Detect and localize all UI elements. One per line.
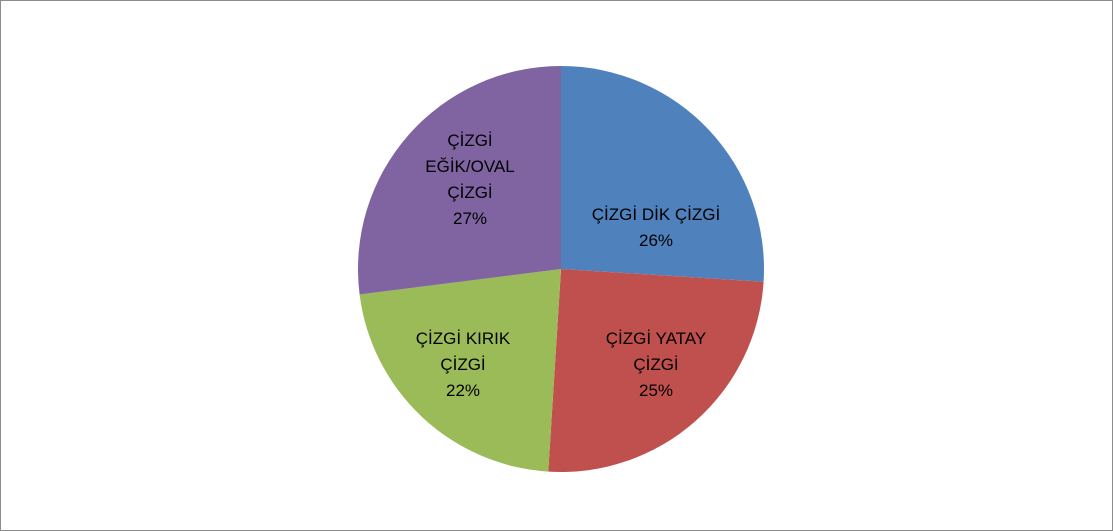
value-label: 22% <box>445 381 481 400</box>
pie-slice <box>561 66 764 282</box>
value-label: 27% <box>452 209 488 228</box>
category-label: ÇİZGİ EĞİK/OVAL ÇİZGİ <box>425 131 515 202</box>
slice-label: ÇİZGİ DİK ÇİZGİ 26% <box>561 202 751 254</box>
pie-slice <box>359 269 561 472</box>
category-label: ÇİZGİ DİK ÇİZGİ <box>591 205 721 224</box>
slice-label: ÇİZGİ EĞİK/OVAL ÇİZGİ 27% <box>413 128 528 232</box>
value-label: 25% <box>638 381 674 400</box>
slice-label: ÇİZGİ KIRIK ÇİZGİ 22% <box>398 326 528 404</box>
category-label: ÇİZGİ YATAY ÇİZGİ <box>605 329 707 374</box>
value-label: 26% <box>638 231 674 250</box>
pie-slice <box>358 66 561 295</box>
category-label: ÇİZGİ KIRIK ÇİZGİ <box>415 329 511 374</box>
slice-label: ÇİZGİ YATAY ÇİZGİ 25% <box>586 326 726 404</box>
pie-slice <box>548 269 764 473</box>
